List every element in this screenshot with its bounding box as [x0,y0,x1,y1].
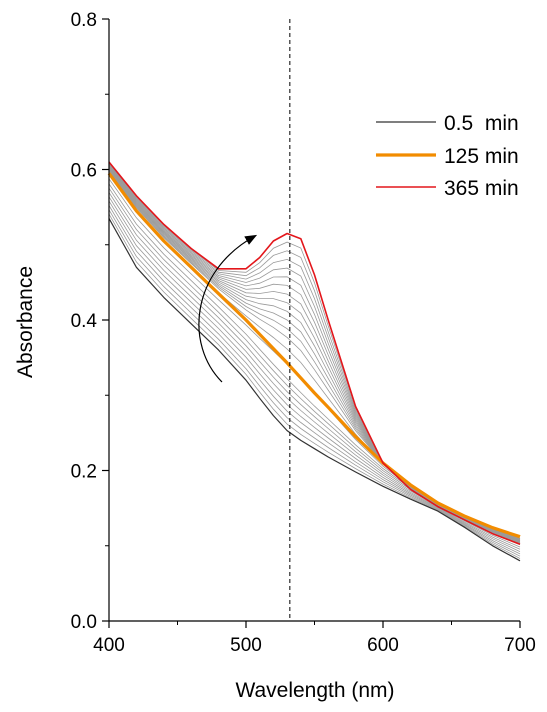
time-arrow [198,234,258,383]
y-tick-label: 0.6 [71,161,97,182]
x-tick-label: 500 [230,635,262,656]
legend-label-0: 0.5 min [444,112,519,135]
x-tick-label: 600 [367,635,399,656]
y-tick-label: 0.8 [71,10,97,31]
intermediate-spectrum-line [108,173,521,540]
x-tick-label: 700 [504,635,536,656]
intermediate-spectrum-line [108,213,521,559]
y-axis-label: Absorbance [14,266,37,378]
series-layer [107,161,521,562]
intermediate-spectrum-line [108,205,521,555]
series-line-1 [107,172,521,539]
curved-arrow-icon [198,234,258,383]
x-tick-label: 400 [93,635,125,656]
legend-label-2: 365 min [444,177,519,200]
intermediate-spectra [108,162,521,559]
x-axis-label: Wavelength (nm) [235,679,394,702]
intermediate-spectrum-line [108,209,521,557]
intermediate-spectrum-line [108,169,521,540]
y-tick-label: 0.0 [71,612,97,633]
axes: 400 500 600 700 0.0 0.2 0.4 0.6 0.8 [71,10,536,656]
y-tick-label: 0.2 [71,462,97,483]
series-line-0 [108,218,521,562]
y-tick-label: 0.4 [71,311,98,332]
legend: 0.5 min 125 min 365 min [376,112,519,200]
intermediate-spectrum-line [108,200,521,552]
legend-label-1: 125 min [444,145,519,168]
series-line-2 [108,161,521,545]
